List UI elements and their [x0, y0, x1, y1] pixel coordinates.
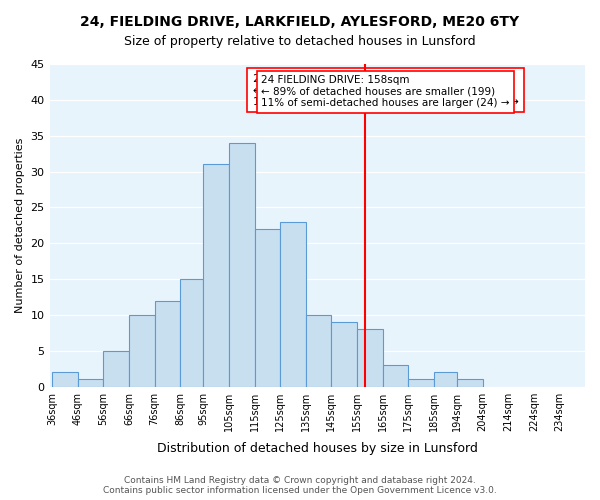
Bar [78, 380, 103, 386]
Text: 24 FIELDING DRIVE: 158sqm
← 89% of detached houses are smaller (199)
11% of semi: 24 FIELDING DRIVE: 158sqm ← 89% of detac… [253, 74, 519, 107]
Bar [357, 330, 383, 386]
Text: 24, FIELDING DRIVE, LARKFIELD, AYLESFORD, ME20 6TY: 24, FIELDING DRIVE, LARKFIELD, AYLESFORD… [80, 15, 520, 29]
Bar [280, 222, 306, 386]
Bar [254, 229, 280, 386]
Bar [180, 279, 203, 386]
Text: Contains HM Land Registry data © Crown copyright and database right 2024.
Contai: Contains HM Land Registry data © Crown c… [103, 476, 497, 495]
Y-axis label: Number of detached properties: Number of detached properties [15, 138, 25, 313]
Bar [434, 372, 457, 386]
Bar [52, 372, 78, 386]
Bar [408, 380, 434, 386]
Bar [155, 300, 180, 386]
Bar [103, 351, 129, 386]
Text: Size of property relative to detached houses in Lunsford: Size of property relative to detached ho… [124, 35, 476, 48]
Bar [229, 143, 254, 386]
Bar [457, 380, 482, 386]
Text: 24 FIELDING DRIVE: 158sqm
← 89% of detached houses are smaller (199)
11% of semi: 24 FIELDING DRIVE: 158sqm ← 89% of detac… [261, 76, 509, 108]
X-axis label: Distribution of detached houses by size in Lunsford: Distribution of detached houses by size … [157, 442, 478, 455]
Bar [383, 365, 408, 386]
Bar [306, 315, 331, 386]
Bar [203, 164, 229, 386]
Bar [331, 322, 357, 386]
Bar [129, 315, 155, 386]
